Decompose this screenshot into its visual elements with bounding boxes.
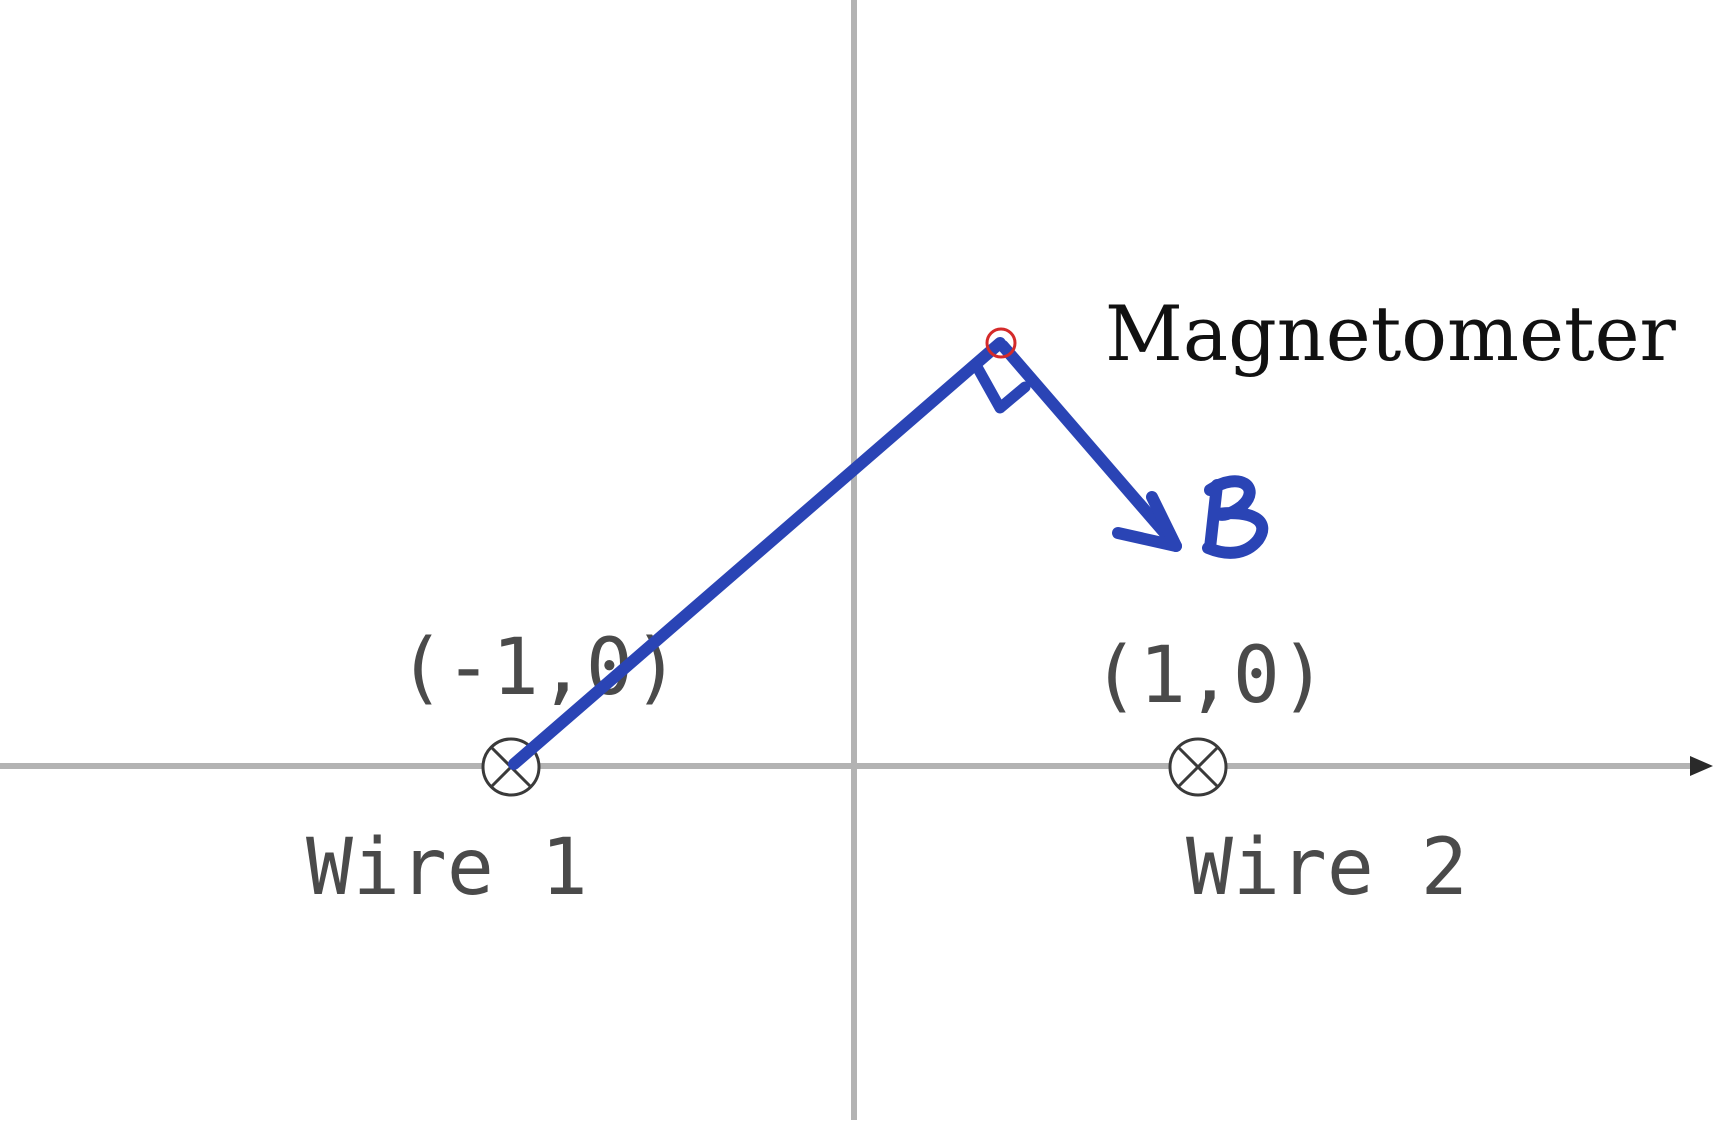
magnetometer-sensor: [985, 327, 1017, 359]
x-axis-arrowhead: [1690, 756, 1713, 776]
wire-2-icon: [1168, 737, 1228, 797]
magnetometer-label: Magnetometer: [1105, 289, 1677, 378]
wire-2-coordinate-label: (1,0): [1092, 631, 1327, 721]
wire-1-coordinate-label: (-1,0): [398, 623, 680, 713]
b-field-arrowhead: [1112, 491, 1182, 552]
right-angle-marker: [970, 359, 1031, 414]
field-b-label: B: [1202, 475, 1269, 559]
b-field-arrow: [997, 340, 1182, 552]
radius-line: [508, 337, 1006, 770]
wire-2-label: Wire 2: [1186, 823, 1468, 913]
wire-1-label: Wire 1: [306, 823, 588, 913]
